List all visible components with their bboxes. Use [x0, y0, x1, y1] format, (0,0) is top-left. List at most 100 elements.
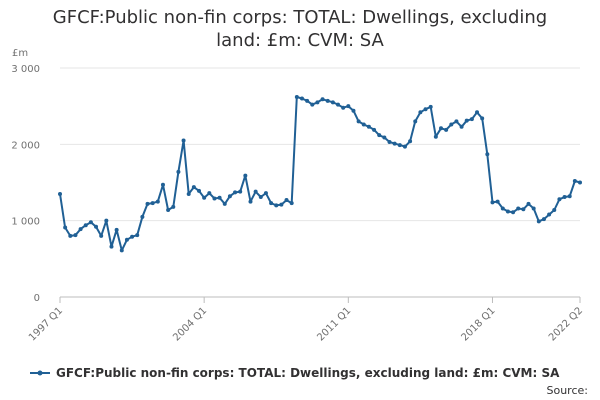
data-point[interactable] [58, 191, 62, 196]
data-point[interactable] [171, 204, 176, 209]
data-point[interactable] [248, 199, 253, 204]
data-point[interactable] [531, 206, 536, 211]
data-point[interactable] [449, 122, 454, 127]
data-point[interactable] [552, 207, 557, 212]
data-point[interactable] [490, 200, 495, 205]
data-point[interactable] [181, 138, 186, 143]
data-point[interactable] [315, 100, 320, 105]
data-point[interactable] [124, 237, 129, 242]
data-point[interactable] [469, 117, 474, 122]
data-point[interactable] [207, 191, 212, 196]
data-point[interactable] [88, 220, 93, 225]
data-point[interactable] [73, 233, 78, 238]
data-point[interactable] [402, 144, 407, 149]
data-point[interactable] [361, 122, 366, 127]
data-point[interactable] [444, 127, 449, 132]
data-point[interactable] [382, 135, 387, 140]
data-point[interactable] [433, 134, 438, 139]
data-point[interactable] [202, 195, 207, 200]
data-point[interactable] [68, 233, 73, 238]
data-point[interactable] [83, 223, 88, 228]
legend[interactable]: GFCF:Public non-fin corps: TOTAL: Dwelli… [30, 366, 560, 380]
data-point[interactable] [475, 110, 480, 115]
data-point[interactable] [197, 188, 202, 193]
data-point[interactable] [557, 197, 562, 202]
data-point[interactable] [346, 104, 351, 109]
data-point[interactable] [397, 143, 402, 148]
data-point[interactable] [372, 127, 377, 132]
data-point[interactable] [423, 107, 428, 112]
data-point[interactable] [387, 140, 392, 145]
data-point[interactable] [222, 201, 227, 206]
data-point[interactable] [305, 98, 310, 103]
data-point[interactable] [320, 97, 325, 102]
data-point[interactable] [109, 244, 114, 249]
data-point[interactable] [294, 95, 299, 100]
data-point[interactable] [366, 124, 371, 129]
data-point[interactable] [63, 225, 68, 230]
data-point[interactable] [325, 98, 330, 103]
data-point[interactable] [289, 201, 294, 206]
data-point[interactable] [145, 201, 150, 206]
data-point[interactable] [521, 207, 526, 212]
data-point[interactable] [217, 195, 222, 200]
data-point[interactable] [258, 195, 263, 200]
data-point[interactable] [485, 152, 490, 157]
data-point[interactable] [274, 203, 279, 208]
data-point[interactable] [212, 196, 217, 201]
data-point[interactable] [464, 118, 469, 123]
data-point[interactable] [459, 124, 464, 129]
data-point[interactable] [119, 248, 124, 253]
data-point[interactable] [330, 100, 335, 105]
data-point[interactable] [99, 233, 104, 238]
data-point[interactable] [428, 104, 433, 109]
data-point[interactable] [418, 110, 423, 115]
data-point[interactable] [263, 191, 268, 196]
data-point[interactable] [547, 212, 552, 217]
data-point[interactable] [310, 102, 315, 107]
data-point[interactable] [191, 185, 196, 190]
data-point[interactable] [567, 194, 572, 199]
data-point[interactable] [413, 119, 418, 124]
data-point[interactable] [135, 233, 140, 238]
data-point[interactable] [155, 199, 160, 204]
data-point[interactable] [114, 227, 119, 232]
data-point[interactable] [438, 126, 443, 131]
data-point[interactable] [243, 173, 248, 178]
data-point[interactable] [536, 219, 541, 224]
data-point[interactable] [408, 139, 413, 144]
data-point[interactable] [505, 209, 510, 214]
data-point[interactable] [104, 218, 109, 223]
data-point[interactable] [516, 206, 521, 211]
data-point[interactable] [279, 202, 284, 207]
data-point[interactable] [160, 182, 165, 187]
data-point[interactable] [341, 105, 346, 110]
data-point[interactable] [377, 133, 382, 138]
data-point[interactable] [578, 180, 582, 185]
data-point[interactable] [480, 116, 485, 121]
data-point[interactable] [562, 195, 567, 200]
data-point[interactable] [253, 189, 258, 194]
data-point[interactable] [284, 198, 289, 203]
data-point[interactable] [500, 206, 505, 211]
data-point[interactable] [572, 178, 577, 183]
data-point[interactable] [130, 234, 135, 239]
data-point[interactable] [176, 169, 181, 174]
data-point[interactable] [186, 191, 191, 196]
data-point[interactable] [238, 189, 243, 194]
data-point[interactable] [336, 102, 341, 107]
data-point[interactable] [166, 207, 171, 212]
data-point[interactable] [511, 210, 516, 215]
data-point[interactable] [495, 199, 500, 204]
data-point[interactable] [454, 119, 459, 124]
data-point[interactable] [140, 214, 145, 219]
data-point[interactable] [227, 194, 232, 199]
data-point[interactable] [269, 201, 274, 206]
data-point[interactable] [94, 224, 99, 229]
data-point[interactable] [78, 227, 83, 232]
data-point[interactable] [351, 108, 356, 113]
data-point[interactable] [233, 190, 238, 195]
data-point[interactable] [299, 96, 304, 101]
data-point[interactable] [392, 141, 397, 146]
data-point[interactable] [356, 119, 361, 124]
